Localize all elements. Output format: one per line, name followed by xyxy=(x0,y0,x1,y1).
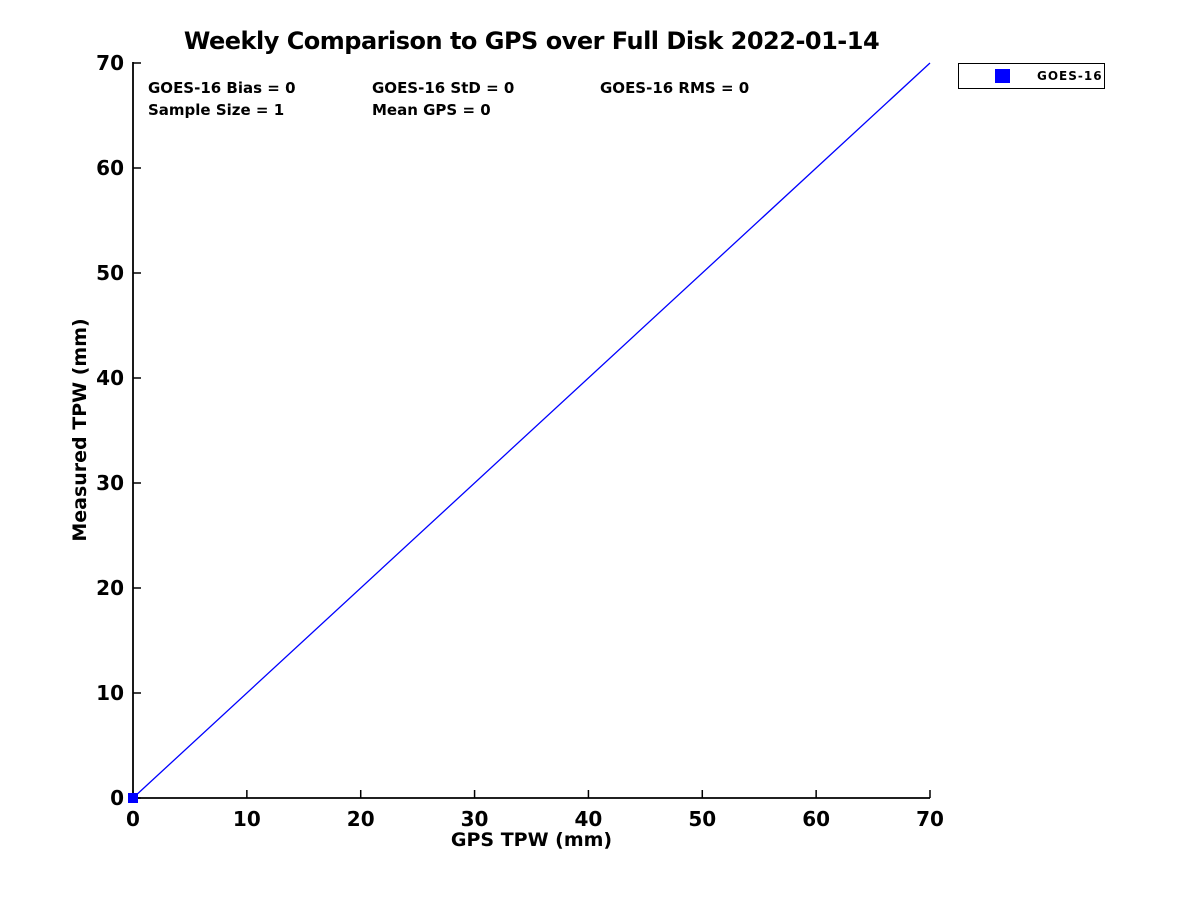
series-identity-reference-line xyxy=(132,62,931,799)
stat-std: GOES-16 StD = 0 xyxy=(372,79,515,97)
legend-entry-label: GOES-16 xyxy=(1037,69,1103,83)
stat-sample-size: Sample Size = 1 xyxy=(148,101,285,119)
y-tick-label: 50 xyxy=(96,261,124,285)
chart-title: Weekly Comparison to GPS over Full Disk … xyxy=(183,27,880,55)
x-tick-label: 10 xyxy=(233,807,261,831)
x-tick-label: 60 xyxy=(802,807,830,831)
x-tick-label: 70 xyxy=(916,807,944,831)
x-tick-label: 0 xyxy=(126,807,140,831)
stat-rms: GOES-16 RMS = 0 xyxy=(600,79,750,97)
y-tick-label: 60 xyxy=(96,156,124,180)
legend-marker-square-icon xyxy=(995,69,1010,83)
y-axis-label: Measured TPW (mm) xyxy=(69,318,91,542)
x-tick-label: 50 xyxy=(688,807,716,831)
y-tick-label: 10 xyxy=(96,681,124,705)
y-tick-label: 70 xyxy=(96,51,124,75)
x-tick-label: 20 xyxy=(347,807,375,831)
y-tick-label: 20 xyxy=(96,576,124,600)
x-axis-label: GPS TPW (mm) xyxy=(450,829,613,851)
x-tick-label: 40 xyxy=(575,807,603,831)
y-tick-label: 0 xyxy=(110,786,124,810)
stat-bias: GOES-16 Bias = 0 xyxy=(148,79,296,97)
stat-mean-gps: Mean GPS = 0 xyxy=(372,101,491,119)
y-tick-label: 40 xyxy=(96,366,124,390)
y-tick-label: 30 xyxy=(96,471,124,495)
legend: GOES-16 xyxy=(958,63,1105,89)
x-tick-label: 30 xyxy=(461,807,489,831)
